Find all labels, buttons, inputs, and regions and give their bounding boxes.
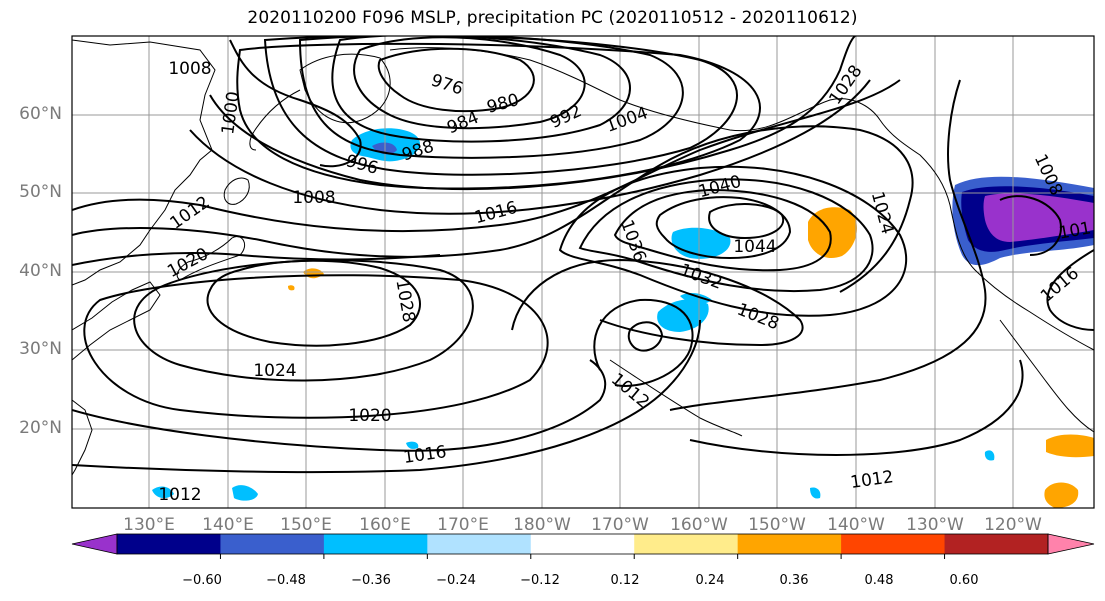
lon-label: 120°W [984,515,1042,535]
isobar-label: 1044 [733,237,776,257]
lat-label: 50°N [19,182,62,202]
lon-label: 140°E [202,515,254,535]
lon-label: 130°W [906,515,964,535]
colorbar-tick-label: −0.24 [436,573,476,588]
isobar-label: 1008 [292,188,335,208]
isobar-label: 1028 [734,300,782,335]
isobar-labels: 1008 976 980 984 988 992 996 1000 1004 1… [158,59,1092,505]
coastlines [72,39,1094,476]
colorbar-cell [427,534,532,554]
lon-label: 160°E [359,515,411,535]
lat-label: 40°N [19,261,62,281]
isobar-label: 1020 [348,406,391,426]
colorbar-tick-label: −0.48 [266,573,306,588]
colorbar-tick-label: 0.24 [695,573,725,588]
lat-label: 60°N [19,104,62,124]
colorbar [71,533,1095,559]
map-title: 2020110200 F096 MSLP, precipitation PC (… [247,8,858,28]
isobar-label: 1016 [1037,263,1083,306]
lon-label: 130°E [123,515,175,535]
colorbar-cell [530,534,635,554]
colorbar-cell [634,534,739,554]
lon-label: 180°W [513,515,571,535]
lon-label: 170°E [437,515,489,535]
colorbar-cell [841,534,946,554]
isobar-label: 980 [485,90,522,118]
lon-label: 160°W [670,515,728,535]
colorbar-tick-label: −0.60 [182,573,222,588]
isobar-label: 1004 [603,103,650,137]
lon-label: 150°W [748,515,806,535]
isobar-label: 1024 [867,190,898,237]
colorbar-extend-high [1047,533,1095,555]
colorbar-tick-label: −0.12 [520,573,560,588]
lat-label: 30°N [19,339,62,359]
lon-label: 140°W [827,515,885,535]
colorbar-tick-label: 0.60 [949,573,979,588]
colorbar-tick-label: 0.48 [864,573,894,588]
isobar-label: 976 [428,70,465,99]
lat-label: 20°N [19,418,62,438]
colorbar-cell [737,534,842,554]
colorbar-tick-label: 0.12 [610,573,640,588]
colorbar-tick-label: −0.36 [351,573,391,588]
isobar-label: 1028 [391,278,418,324]
colorbar-tick-label: 0.36 [779,573,809,588]
isobars [72,36,1094,474]
isobar-label: 1012 [158,485,201,505]
colorbar-cell [323,534,428,554]
colorbar-cell [220,534,325,554]
map-frame [71,35,1095,509]
isobar-label: 1020 [164,244,212,282]
isobar-label: 1032 [677,260,724,294]
colorbar-extend-low [71,533,118,555]
lon-label: 150°E [280,515,332,535]
isobar-label: 1012 [167,192,214,233]
isobar-label: 984 [444,108,482,139]
colorbar-cell [117,534,221,554]
lon-label: 170°W [591,515,649,535]
graticule [72,36,1094,508]
isobar-label: 1024 [253,361,296,381]
isobar-label: 1008 [168,59,211,79]
colorbar-cell [944,534,1049,554]
isobar-label: 992 [547,101,585,133]
